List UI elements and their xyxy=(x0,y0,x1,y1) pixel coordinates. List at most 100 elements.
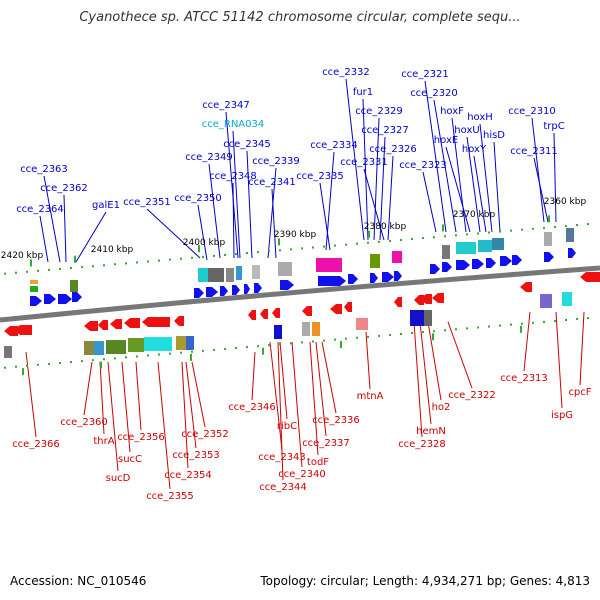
reverse-gene-arrow[interactable] xyxy=(580,272,600,282)
reverse-gene-arrow[interactable] xyxy=(432,293,444,303)
gene-annotation-block[interactable] xyxy=(176,336,186,350)
gene-annotation-block[interactable] xyxy=(236,266,242,280)
gene-annotation-block[interactable] xyxy=(370,254,380,268)
gene-annotation-block[interactable] xyxy=(442,245,450,259)
reverse-gene-arrow[interactable] xyxy=(260,309,268,319)
reverse-gene-arrow[interactable] xyxy=(142,317,170,327)
reverse-gene-arrow[interactable] xyxy=(4,326,18,336)
gene-annotation-block[interactable] xyxy=(106,340,126,354)
gene-label-cce_2356[interactable]: cce_2356 xyxy=(117,432,165,443)
gene-annotation-block[interactable] xyxy=(424,310,432,326)
forward-gene-arrow[interactable] xyxy=(254,283,262,293)
gene-label-cce_2320[interactable]: cce_2320 xyxy=(410,88,458,99)
gene-label-todF[interactable]: todF xyxy=(307,457,329,468)
gene-label-cce_2366[interactable]: cce_2366 xyxy=(12,439,60,450)
gene-label-cce_2363[interactable]: cce_2363 xyxy=(20,164,68,175)
reverse-gene-arrow[interactable] xyxy=(14,325,32,335)
gene-annotation-block[interactable] xyxy=(356,318,368,330)
gene-label-cce_2328[interactable]: cce_2328 xyxy=(398,439,446,450)
forward-gene-arrow[interactable] xyxy=(382,272,394,282)
forward-gene-arrow[interactable] xyxy=(456,260,470,270)
gene-annotation-block[interactable] xyxy=(544,232,552,246)
reverse-gene-arrow[interactable] xyxy=(272,308,280,318)
gene-annotation-block[interactable] xyxy=(456,242,476,254)
gene-annotation-block[interactable] xyxy=(392,251,402,263)
gene-annotation-block[interactable] xyxy=(226,268,234,282)
forward-gene-arrow[interactable] xyxy=(348,274,358,284)
gene-label-cce_2354[interactable]: cce_2354 xyxy=(164,470,212,481)
gene-annotation-block[interactable] xyxy=(4,346,12,358)
gene-label-cce_RNA034[interactable]: cce_RNA034 xyxy=(202,119,265,130)
forward-gene-arrow[interactable] xyxy=(72,292,82,302)
gene-annotation-block[interactable] xyxy=(144,337,172,351)
forward-gene-arrow[interactable] xyxy=(318,276,346,286)
gene-label-ribC[interactable]: ribC xyxy=(277,421,297,432)
gene-label-cce_2346[interactable]: cce_2346 xyxy=(228,402,276,413)
forward-gene-arrow[interactable] xyxy=(232,285,240,295)
forward-gene-arrow[interactable] xyxy=(394,271,402,281)
gene-label-hisD[interactable]: hisD xyxy=(483,130,505,141)
gene-label-cce_2353[interactable]: cce_2353 xyxy=(172,450,220,461)
gene-annotation-block[interactable] xyxy=(274,325,282,339)
gene-label-hoxU[interactable]: hoxU xyxy=(454,125,479,136)
forward-gene-arrow[interactable] xyxy=(44,294,56,304)
gene-annotation-block[interactable] xyxy=(302,322,310,336)
gene-annotation-block[interactable] xyxy=(30,286,38,292)
reverse-gene-arrow[interactable] xyxy=(124,318,140,328)
forward-gene-arrow[interactable] xyxy=(220,286,228,296)
gene-label-cce_2336[interactable]: cce_2336 xyxy=(312,415,360,426)
reverse-gene-arrow[interactable] xyxy=(110,319,122,329)
reverse-gene-arrow[interactable] xyxy=(174,316,184,326)
gene-annotation-block[interactable] xyxy=(478,240,492,252)
gene-label-cce_2344[interactable]: cce_2344 xyxy=(259,482,307,493)
forward-gene-arrow[interactable] xyxy=(512,255,522,265)
gene-label-ispG[interactable]: ispG xyxy=(551,410,573,421)
gene-label-cce_2352[interactable]: cce_2352 xyxy=(181,429,229,440)
gene-label-cce_2362[interactable]: cce_2362 xyxy=(40,183,88,194)
gene-label-cce_2350[interactable]: cce_2350 xyxy=(174,193,222,204)
gene-label-fur1[interactable]: fur1 xyxy=(353,87,373,98)
gene-label-thrA[interactable]: thrA xyxy=(93,436,114,447)
gene-label-cce_2326[interactable]: cce_2326 xyxy=(369,144,417,155)
reverse-gene-arrow[interactable] xyxy=(248,310,256,320)
gene-annotation-block[interactable] xyxy=(94,341,104,355)
gene-label-cce_2313[interactable]: cce_2313 xyxy=(500,373,548,384)
reverse-gene-arrow[interactable] xyxy=(414,295,424,305)
reverse-gene-arrow[interactable] xyxy=(330,304,342,314)
forward-gene-arrow[interactable] xyxy=(244,284,250,294)
gene-label-ho2[interactable]: ho2 xyxy=(432,402,451,413)
gene-label-cce_2343[interactable]: cce_2343 xyxy=(258,452,306,463)
reverse-gene-arrow[interactable] xyxy=(302,306,312,316)
forward-gene-arrow[interactable] xyxy=(206,287,218,297)
gene-label-hoxY[interactable]: hoxY xyxy=(462,144,487,155)
gene-label-cce_2321[interactable]: cce_2321 xyxy=(401,69,449,80)
gene-label-cce_2335[interactable]: cce_2335 xyxy=(296,171,344,182)
gene-label-cce_2341[interactable]: cce_2341 xyxy=(248,177,296,188)
gene-label-mtnA[interactable]: mtnA xyxy=(357,391,384,402)
gene-label-galE1[interactable]: galE1 xyxy=(92,200,120,211)
gene-label-hoxE[interactable]: hoxE xyxy=(434,135,458,146)
gene-label-cce_2310[interactable]: cce_2310 xyxy=(508,106,556,117)
forward-gene-arrow[interactable] xyxy=(30,296,42,306)
reverse-gene-arrow[interactable] xyxy=(344,302,352,312)
forward-gene-arrow[interactable] xyxy=(544,252,554,262)
gene-annotation-block[interactable] xyxy=(278,262,292,276)
forward-gene-arrow[interactable] xyxy=(194,288,204,298)
forward-gene-arrow[interactable] xyxy=(58,294,72,304)
forward-gene-arrow[interactable] xyxy=(568,248,576,258)
reverse-gene-arrow[interactable] xyxy=(84,321,98,331)
gene-annotation-block[interactable] xyxy=(566,228,574,242)
gene-label-cce_2332[interactable]: cce_2332 xyxy=(322,67,370,78)
gene-label-cce_2364[interactable]: cce_2364 xyxy=(16,204,64,215)
gene-annotation-block[interactable] xyxy=(70,280,78,292)
gene-annotation-block[interactable] xyxy=(562,292,572,306)
gene-annotation-block[interactable] xyxy=(30,280,38,284)
gene-label-cce_2340[interactable]: cce_2340 xyxy=(278,469,326,480)
gene-label-hoxH[interactable]: hoxH xyxy=(467,112,493,123)
gene-label-cce_2351[interactable]: cce_2351 xyxy=(123,197,171,208)
gene-annotation-block[interactable] xyxy=(540,294,552,308)
gene-label-cce_2322[interactable]: cce_2322 xyxy=(448,390,496,401)
gene-label-cce_2355[interactable]: cce_2355 xyxy=(146,491,194,502)
reverse-gene-arrow[interactable] xyxy=(98,320,108,330)
